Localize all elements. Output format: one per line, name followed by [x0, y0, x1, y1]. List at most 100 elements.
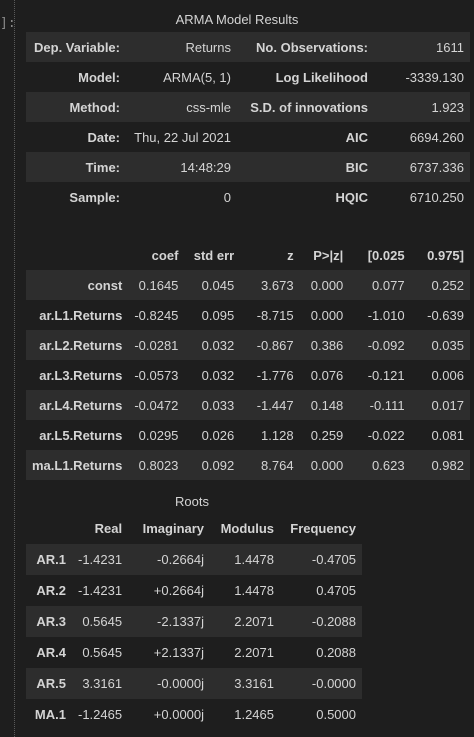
- coefficients-row: ar.L4.Returns -0.0472 0.033 -1.447 0.148…: [26, 390, 470, 420]
- root-value: +0.0000j: [153, 707, 205, 722]
- coefficients-row: ar.L3.Returns -0.0573 0.032 -1.776 0.076…: [26, 360, 470, 390]
- coefficients-row: ar.L1.Returns -0.8245 0.095 -8.715 0.000…: [26, 300, 470, 330]
- coefficient-value: -0.0573: [134, 367, 179, 383]
- root-value: +0.2664j: [153, 583, 205, 598]
- coefficients-header: coef: [151, 247, 179, 263]
- roots-header: Modulus: [220, 521, 274, 536]
- root-value: 2.2071: [234, 614, 274, 629]
- summary-label: Method:: [69, 99, 120, 115]
- root-name: AR.1: [36, 552, 66, 567]
- coefficients-header: [26, 240, 128, 270]
- coefficient-value: 0.259: [310, 427, 344, 443]
- root-name: MA.1: [34, 707, 66, 722]
- summary-row: Date: Thu, 22 Jul 2021 AIC 6694.260: [26, 122, 470, 152]
- coefficients-header: [0.025: [367, 247, 405, 263]
- root-value: 0.5000: [316, 707, 356, 722]
- summary-value: 1.923: [431, 99, 464, 115]
- coefficient-value: 0.000: [310, 307, 344, 323]
- coefficients-header: 0.975]: [427, 247, 464, 263]
- summary-label: HQIC: [335, 189, 369, 205]
- coefficient-name: ar.L5.Returns: [39, 427, 123, 443]
- coefficient-name: ar.L1.Returns: [39, 307, 123, 323]
- coefficient-value: -0.867: [256, 337, 294, 353]
- coefficient-value: -0.111: [369, 397, 405, 413]
- root-value: -0.4705: [311, 552, 356, 567]
- coefficient-value: -1.010: [367, 307, 405, 323]
- coefficient-value: 0.081: [431, 427, 464, 443]
- coefficient-value: -0.0472: [134, 397, 179, 413]
- root-value: -1.4231: [77, 583, 123, 598]
- summary-label: BIC: [345, 159, 368, 175]
- coefficient-value: 0.076: [310, 367, 344, 383]
- root-value: 1.2465: [234, 707, 274, 722]
- roots-header: Frequency: [290, 521, 356, 536]
- coefficient-value: 0.982: [431, 457, 464, 473]
- coefficients-row: ar.L2.Returns -0.0281 0.032 -0.867 0.386…: [26, 330, 470, 360]
- coefficients-row: const 0.1645 0.045 3.673 0.000 0.077 0.2…: [26, 270, 470, 300]
- summary-value: 6710.250: [409, 189, 464, 205]
- coefficients-header: std err: [193, 247, 235, 263]
- coefficient-value: 0.035: [431, 337, 464, 353]
- cell-prompt: ]:: [0, 16, 16, 31]
- root-value: 3.3161: [82, 676, 123, 691]
- roots-row: AR.1 -1.4231 -0.2664j 1.4478 -0.4705: [26, 544, 362, 575]
- summary-row: Dep. Variable: Returns No. Observations:…: [26, 32, 470, 62]
- coefficient-value: -0.092: [367, 337, 405, 353]
- coefficient-value: 0.000: [310, 277, 344, 293]
- root-value: 1.4478: [234, 552, 274, 567]
- coefficient-value: 0.092: [201, 457, 235, 473]
- roots-row: AR.5 3.3161 -0.0000j 3.3161 -0.0000: [26, 668, 362, 699]
- summary-label: Sample:: [69, 189, 120, 205]
- root-value: -0.2664j: [157, 552, 205, 567]
- coefficient-value: 0.032: [201, 367, 235, 383]
- summary-label: S.D. of innovations: [250, 99, 368, 115]
- summary-value: 6737.336: [409, 159, 464, 175]
- root-value: 3.3161: [234, 676, 274, 691]
- root-value: 0.5645: [82, 645, 123, 660]
- coefficient-value: -1.447: [256, 397, 294, 413]
- summary-label: Date:: [87, 129, 120, 145]
- summary-caption: ARMA Model Results: [175, 12, 299, 27]
- coefficients-header-row: coef std err z P>|z| [0.025 0.975]: [26, 240, 470, 270]
- root-value: 0.4705: [316, 583, 356, 598]
- summary-value: 0: [223, 189, 231, 205]
- summary-value: ARMA(5, 1): [163, 69, 231, 85]
- coefficient-value: 0.386: [310, 337, 344, 353]
- coefficients-row: ar.L5.Returns 0.0295 0.026 1.128 0.259 -…: [26, 420, 470, 450]
- roots-row: AR.4 0.5645 +2.1337j 2.2071 0.2088: [26, 637, 362, 668]
- roots-caption: Roots: [175, 494, 209, 509]
- root-name: AR.3: [36, 614, 66, 629]
- coefficient-value: 0.623: [372, 457, 405, 473]
- summary-value: -3339.130: [405, 69, 464, 85]
- summary-label: Dep. Variable:: [34, 39, 120, 55]
- root-value: 0.2088: [316, 645, 356, 660]
- coefficient-value: -0.0281: [134, 337, 179, 353]
- summary-row: Sample: 0 HQIC 6710.250: [26, 182, 470, 212]
- summary-row: Method: css-mle S.D. of innovations 1.92…: [26, 92, 470, 122]
- coefficient-value: 0.252: [431, 277, 464, 293]
- roots-header-row: Real Imaginary Modulus Frequency: [26, 513, 362, 544]
- summary-label: Log Likelihood: [275, 69, 368, 85]
- summary-row: Model: ARMA(5, 1) Log Likelihood -3339.1…: [26, 62, 470, 92]
- coefficients-header: z: [287, 247, 294, 263]
- coefficient-value: -0.8245: [134, 307, 179, 323]
- coefficients-table: coef std err z P>|z| [0.025 0.975] const…: [26, 240, 470, 480]
- summary-label: Model:: [78, 69, 120, 85]
- coefficient-value: -0.121: [367, 367, 405, 383]
- coefficient-value: 0.006: [431, 367, 464, 383]
- summary-value: Thu, 22 Jul 2021: [134, 129, 231, 145]
- coefficient-name: ar.L4.Returns: [39, 397, 123, 413]
- coefficient-value: 0.033: [201, 397, 235, 413]
- coefficients-header: P>|z|: [313, 247, 344, 263]
- root-value: -0.2088: [311, 614, 356, 629]
- coefficient-name: ma.L1.Returns: [32, 457, 123, 473]
- roots-table: Real Imaginary Modulus Frequency AR.1 -1…: [26, 513, 362, 730]
- coefficient-value: 0.095: [201, 307, 235, 323]
- summary-value: css-mle: [186, 99, 231, 115]
- coefficient-name: const: [87, 277, 123, 293]
- root-value: -2.1337j: [157, 614, 205, 629]
- coefficient-value: 0.045: [201, 277, 235, 293]
- coefficient-value: 0.026: [201, 427, 235, 443]
- root-value: 1.4478: [234, 583, 274, 598]
- root-name: AR.4: [36, 645, 66, 660]
